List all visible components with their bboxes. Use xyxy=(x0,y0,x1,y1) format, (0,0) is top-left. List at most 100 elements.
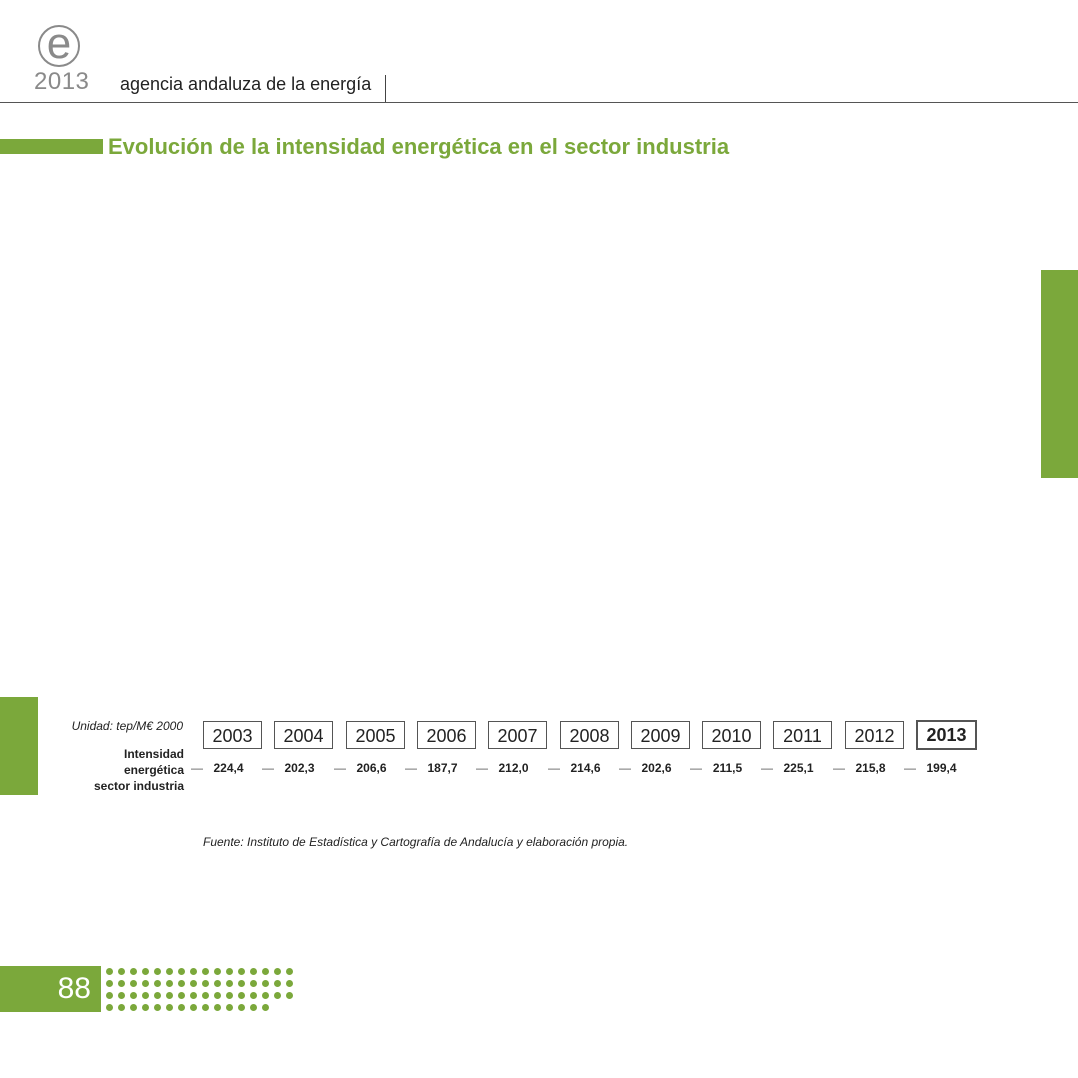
decorative-dot xyxy=(202,1004,209,1011)
decorative-dot xyxy=(286,980,293,987)
year-cell: 2013 xyxy=(916,720,977,750)
decorative-dot xyxy=(142,992,149,999)
separator-dash: — xyxy=(619,761,631,775)
decorative-dot xyxy=(118,968,125,975)
value-cell: 225,1 xyxy=(783,761,814,775)
value-cell: 211,5 xyxy=(712,761,743,775)
decorative-dot xyxy=(202,968,209,975)
year-cell: 2004 xyxy=(274,721,333,749)
decorative-dot xyxy=(106,968,113,975)
decorative-dot xyxy=(250,980,257,987)
decorative-dot xyxy=(142,968,149,975)
header-rule xyxy=(0,102,1078,103)
year-cell: 2012 xyxy=(845,721,904,749)
decorative-dot xyxy=(262,980,269,987)
decorative-dot xyxy=(226,1004,233,1011)
decorative-dot xyxy=(166,1004,173,1011)
year-header-row: 2003 2004 2005 2006 2007 2008 2009 2010 2011 2012… xyxy=(203,720,978,751)
separator-dash: — xyxy=(833,761,845,775)
year-cell: 2003 xyxy=(203,721,262,749)
value-row: — 224,4 — 202,3 — 206,6 — 187,7 — 212,0 — 214,6 — 202… xyxy=(188,761,978,777)
decorative-dot xyxy=(250,968,257,975)
year-cell: 2011 xyxy=(773,721,832,749)
page-number-block xyxy=(0,966,101,1012)
decorative-dot xyxy=(178,992,185,999)
decorative-dot xyxy=(190,980,197,987)
year-cell: 2007 xyxy=(488,721,547,749)
source-note: Fuente: Instituto de Estadística y Carto… xyxy=(203,835,629,849)
left-side-tab xyxy=(0,697,38,795)
separator-dash: — xyxy=(405,761,417,775)
row-label-line: energética xyxy=(123,763,184,777)
year-cell: 2009 xyxy=(631,721,690,749)
decorative-dot xyxy=(226,980,233,987)
value-cell: 215,8 xyxy=(855,761,886,775)
value-cell: 212,0 xyxy=(498,761,529,775)
decorative-dot xyxy=(214,1004,221,1011)
decorative-dot xyxy=(190,992,197,999)
row-label-line: Intensidad xyxy=(123,747,184,761)
decorative-dot xyxy=(238,968,245,975)
value-cell: 187,7 xyxy=(427,761,458,775)
decorative-dot xyxy=(166,992,173,999)
separator-dash: — xyxy=(476,761,488,775)
decorative-dot xyxy=(274,968,281,975)
decorative-dot xyxy=(286,992,293,999)
decorative-dot xyxy=(190,1004,197,1011)
decorative-dot xyxy=(166,980,173,987)
decorative-dot xyxy=(190,968,197,975)
decorative-dot xyxy=(178,1004,185,1011)
decorative-dot xyxy=(214,968,221,975)
value-cell: 224,4 xyxy=(213,761,244,775)
value-cell: 206,6 xyxy=(356,761,387,775)
report-logo-icon: e xyxy=(38,22,80,67)
decorative-dot xyxy=(154,968,161,975)
decorative-dot xyxy=(238,992,245,999)
decorative-dot xyxy=(274,980,281,987)
row-label-line: sector industria xyxy=(93,779,184,793)
year-cell: 2008 xyxy=(560,721,619,749)
decorative-dot xyxy=(226,968,233,975)
separator-dash: — xyxy=(262,761,274,775)
row-label: Intensidad energética sector industria xyxy=(40,746,184,794)
agency-name: agencia andaluza de la energía xyxy=(120,74,372,94)
decorative-dot xyxy=(214,992,221,999)
logo-year: 2013 xyxy=(34,68,90,95)
decorative-dot xyxy=(226,992,233,999)
decorative-dot xyxy=(154,1004,161,1011)
decorative-dot xyxy=(250,992,257,999)
unit-label: Unidad: tep/M€ 2000 xyxy=(71,719,183,733)
decorative-dot xyxy=(106,1004,113,1011)
decorative-dot xyxy=(286,968,293,975)
decorative-dot xyxy=(214,980,221,987)
decorative-dot xyxy=(262,1004,269,1011)
year-cell: 2006 xyxy=(417,721,476,749)
year-cell: 2005 xyxy=(346,721,405,749)
decorative-dot xyxy=(142,980,149,987)
separator-dash: — xyxy=(904,761,916,775)
value-cell: 202,6 xyxy=(641,761,672,775)
right-side-tab xyxy=(1041,270,1078,478)
value-cell: 214,6 xyxy=(570,761,601,775)
decorative-dot xyxy=(238,980,245,987)
separator-dash: — xyxy=(191,761,203,775)
value-cell: 199,4 xyxy=(926,761,957,775)
decorative-dot xyxy=(154,980,161,987)
decorative-dot xyxy=(178,980,185,987)
section-title: Evolución de la intensidad energética en… xyxy=(108,134,730,159)
decorative-dot xyxy=(178,968,185,975)
separator-dash: — xyxy=(334,761,346,775)
header-separator xyxy=(385,75,386,102)
decorative-dot xyxy=(202,992,209,999)
decorative-dot xyxy=(118,980,125,987)
year-cell: 2010 xyxy=(702,721,761,749)
decorative-dot xyxy=(274,992,281,999)
decorative-dot xyxy=(130,1004,137,1011)
separator-dash: — xyxy=(548,761,560,775)
decorative-dot xyxy=(262,992,269,999)
decorative-dot xyxy=(142,1004,149,1011)
separator-dash: — xyxy=(761,761,773,775)
decorative-dot xyxy=(250,1004,257,1011)
decorative-dot xyxy=(106,992,113,999)
decorative-dot xyxy=(130,968,137,975)
